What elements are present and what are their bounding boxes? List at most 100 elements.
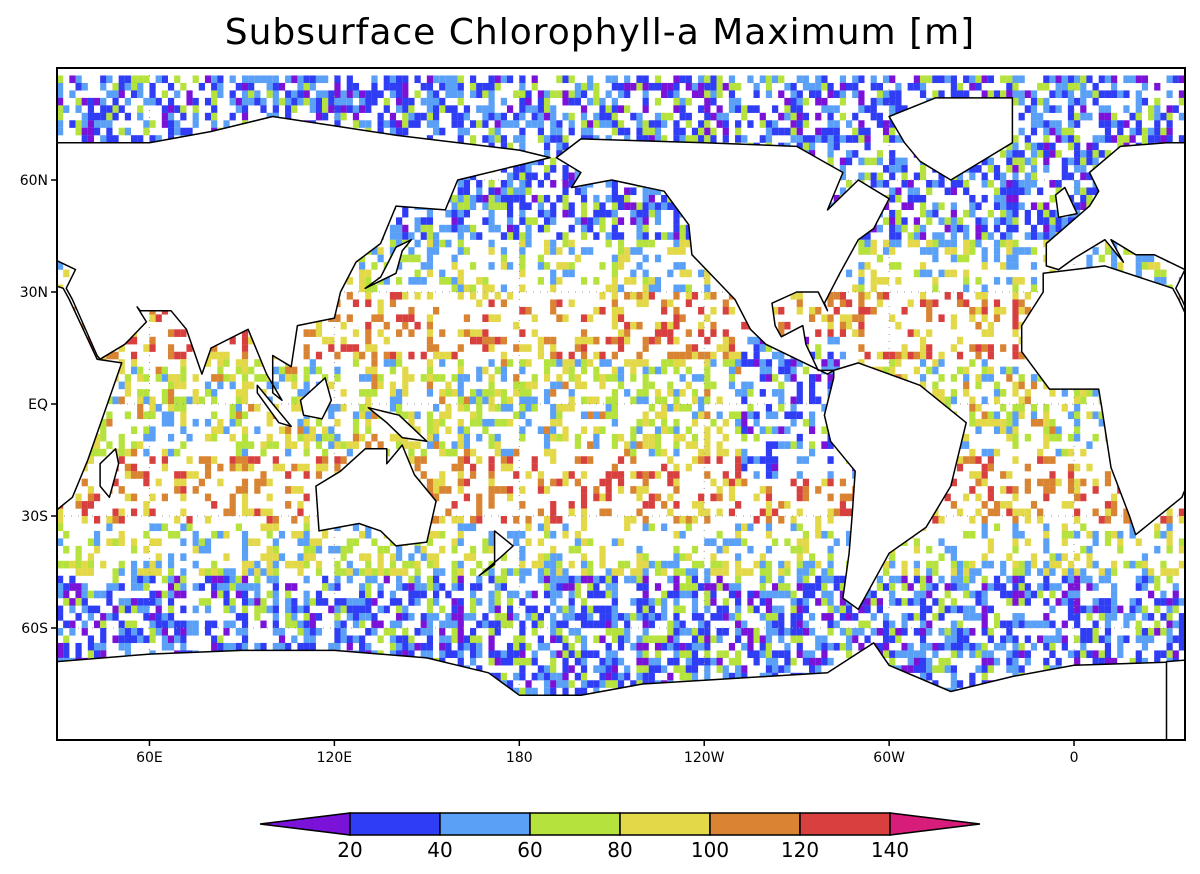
data-cell <box>396 262 403 270</box>
data-cell <box>1012 486 1019 494</box>
data-cell <box>556 150 563 158</box>
data-cell <box>192 75 199 84</box>
data-cell <box>1030 120 1038 128</box>
data-cell <box>876 172 884 181</box>
data-cell <box>371 75 378 84</box>
data-cell <box>580 351 588 360</box>
data-cell <box>124 381 132 390</box>
data-cell <box>1000 180 1007 188</box>
data-cell <box>580 456 588 464</box>
data-cell <box>192 396 199 405</box>
data-cell <box>457 224 464 233</box>
data-cell <box>932 254 939 263</box>
data-cell <box>852 314 859 322</box>
data-cell <box>1000 486 1007 494</box>
data-cell <box>617 284 625 293</box>
data-cell <box>396 97 403 106</box>
data-cell <box>1049 478 1056 487</box>
data-cell <box>365 277 372 285</box>
data-cell <box>87 486 95 494</box>
data-cell <box>790 90 797 98</box>
data-cell <box>439 75 446 84</box>
data-cell <box>543 374 551 382</box>
data-cell <box>630 202 637 210</box>
data-cell <box>993 90 1001 98</box>
data-cell <box>913 232 920 240</box>
data-cell <box>346 448 353 457</box>
data-cell <box>328 441 335 449</box>
data-cell <box>938 351 945 360</box>
data-cell <box>599 105 606 113</box>
data-cell <box>488 344 495 352</box>
data-cell <box>488 75 495 84</box>
data-cell <box>513 232 520 240</box>
data-cell <box>950 75 957 84</box>
data-cell <box>1012 82 1019 91</box>
data-cell <box>469 463 477 472</box>
data-cell <box>624 202 631 210</box>
data-cell <box>802 486 810 494</box>
data-cell <box>322 336 329 345</box>
data-cell <box>174 120 181 128</box>
data-cell <box>765 471 773 479</box>
data-cell <box>1080 389 1087 397</box>
data-cell <box>1055 90 1062 98</box>
data-cell <box>728 75 736 84</box>
data-cell <box>445 90 452 98</box>
data-cell <box>334 433 341 442</box>
data-cell <box>624 448 631 457</box>
data-cell <box>57 262 64 270</box>
data-cell <box>772 306 779 315</box>
data-cell <box>1111 262 1118 270</box>
data-cell <box>143 433 150 442</box>
data-cell <box>309 433 316 442</box>
data-cell <box>494 433 501 442</box>
data-cell <box>667 426 674 434</box>
data-cell <box>285 90 292 98</box>
data-cell <box>414 217 421 225</box>
data-cell <box>722 135 729 143</box>
data-cell <box>969 306 976 315</box>
data-cell <box>839 165 847 173</box>
data-cell <box>889 120 896 128</box>
data-cell <box>161 105 168 113</box>
data-cell <box>938 269 945 278</box>
data-cell <box>938 389 945 397</box>
data-cell <box>722 112 729 121</box>
data-cell <box>365 105 372 113</box>
data-cell <box>180 351 187 360</box>
data-cell <box>543 239 551 248</box>
data-cell <box>137 135 144 143</box>
data-cell <box>919 202 927 210</box>
data-cell <box>1166 120 1173 128</box>
data-cell <box>790 112 797 121</box>
data-cell <box>963 187 970 196</box>
data-cell <box>130 359 138 367</box>
data-cell <box>735 359 742 367</box>
data-cell <box>642 90 649 98</box>
data-cell <box>543 194 551 203</box>
data-cell <box>414 426 421 434</box>
data-cell <box>451 277 458 285</box>
data-cell <box>611 277 618 285</box>
data-cell <box>365 120 372 128</box>
data-cell <box>654 217 662 225</box>
data-cell <box>722 127 729 136</box>
data-cell <box>704 277 711 285</box>
data-cell <box>1092 247 1099 255</box>
data-cell <box>827 127 834 136</box>
data-cell <box>106 127 113 136</box>
data-cell <box>500 254 508 263</box>
data-cell <box>636 441 643 449</box>
data-cell <box>500 135 508 143</box>
data-cell <box>864 135 871 143</box>
data-cell <box>611 97 618 106</box>
data-cell <box>624 254 631 263</box>
data-cell <box>728 105 736 113</box>
data-cell <box>1018 165 1025 173</box>
data-cell <box>433 418 440 427</box>
data-cell <box>334 112 341 121</box>
data-cell <box>543 105 551 113</box>
data-cell <box>93 97 101 106</box>
data-cell <box>587 224 594 233</box>
